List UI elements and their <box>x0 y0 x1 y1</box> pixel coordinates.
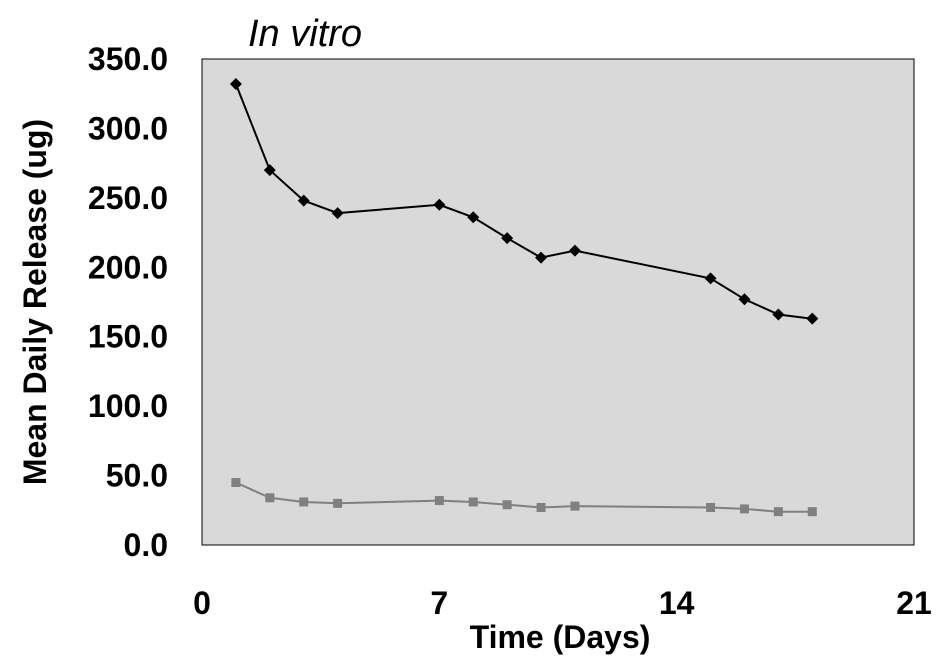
series-1-point <box>806 312 819 325</box>
series-2-point <box>739 504 749 514</box>
series-1 <box>229 77 819 325</box>
y-tick-label: 50.0 <box>106 458 168 494</box>
y-axis-label: Mean Daily Release (ug) <box>17 119 53 485</box>
x-tick-label: 14 <box>659 585 695 621</box>
chart-title: In vitro <box>248 13 362 55</box>
series-2-point <box>231 478 241 488</box>
y-tick-label: 250.0 <box>88 180 168 216</box>
series-2-point <box>434 496 444 506</box>
series-2-point <box>706 503 716 513</box>
y-tick-label: 200.0 <box>88 249 168 285</box>
y-tick-label: 100.0 <box>88 388 168 424</box>
y-tick-label: 0.0 <box>124 527 168 563</box>
x-axis-label: Time (Days) <box>470 619 651 655</box>
series-2-point <box>468 497 478 507</box>
series-1-point <box>229 77 242 90</box>
series-1-point <box>738 293 751 306</box>
x-tick-label: 7 <box>430 585 448 621</box>
series-2-point <box>502 500 512 510</box>
y-tick-label: 300.0 <box>88 110 168 146</box>
series-2-point <box>536 503 546 513</box>
series-1-point <box>467 211 480 224</box>
series-2-point <box>333 498 343 508</box>
x-axis-ticks: 0 7 14 21 <box>193 585 932 621</box>
series-1-point <box>535 251 548 264</box>
series-layer <box>229 77 819 517</box>
series-1-point <box>433 198 446 211</box>
y-axis-ticks: 0.0 50.0 100.0 150.0 200.0 250.0 300.0 350.0 <box>88 41 168 563</box>
series-1-point <box>297 194 310 207</box>
series-2 <box>231 478 817 517</box>
series-1-point <box>501 232 514 245</box>
series-2-point <box>773 507 783 517</box>
series-2-point <box>570 501 580 511</box>
y-tick-label: 150.0 <box>88 319 168 355</box>
series-1-point <box>263 164 276 177</box>
x-tick-label: 0 <box>193 585 211 621</box>
series-2-point <box>265 493 275 503</box>
y-tick-label: 350.0 <box>88 41 168 77</box>
plot-area <box>201 58 915 546</box>
series-2-point <box>807 507 817 517</box>
series-1-point <box>704 272 717 285</box>
series-2-point <box>299 497 309 507</box>
x-tick-label: 21 <box>896 585 932 621</box>
series-1-point <box>568 244 581 257</box>
series-1-point <box>772 308 785 321</box>
series-1-point <box>331 207 344 220</box>
